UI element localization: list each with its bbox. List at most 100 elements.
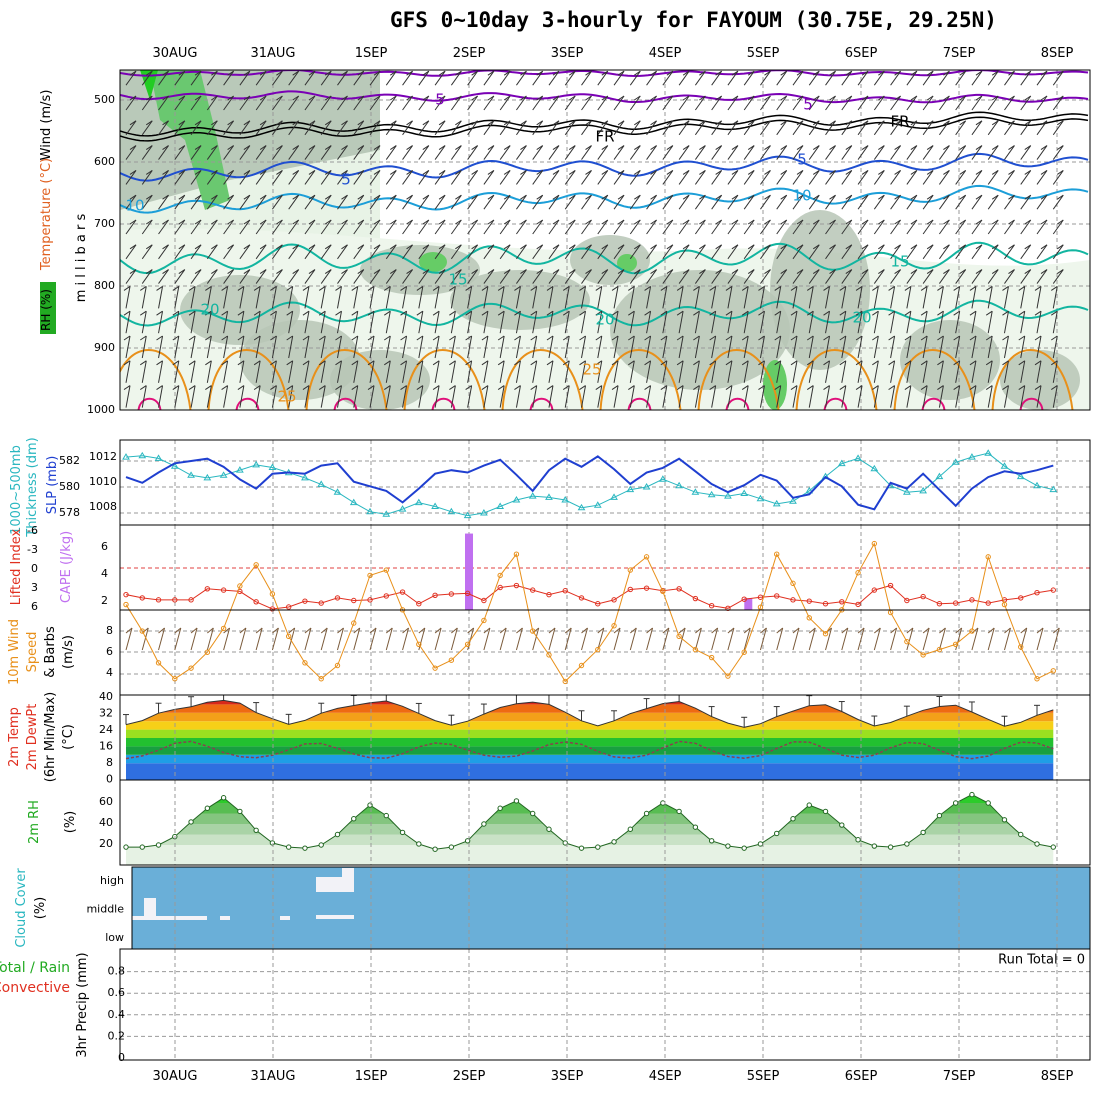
wind-barb-flag	[1008, 194, 1015, 200]
wind-speed-point	[985, 554, 991, 560]
wind-barb	[955, 194, 967, 210]
wind-barb	[678, 385, 684, 408]
wind-barb-flag	[644, 360, 651, 366]
wind-barb	[662, 360, 668, 383]
wind-barb-flag	[503, 70, 511, 76]
lifted-index-point	[774, 593, 780, 599]
wind-barb	[1003, 311, 1009, 334]
wind-barb	[792, 269, 804, 284]
wind-barb-flag	[650, 269, 657, 275]
wind-barb	[223, 120, 235, 136]
wind-barb-flag	[211, 244, 218, 250]
rh-line	[126, 794, 1054, 850]
wind-barb	[1036, 194, 1048, 210]
wind-barb-flag	[422, 269, 430, 275]
wind-barb	[1020, 95, 1032, 111]
wind-barb-flag	[585, 95, 592, 101]
wind-barb	[857, 145, 869, 160]
wind-barb-flag	[449, 335, 456, 341]
rh-point	[334, 831, 341, 838]
rh-point	[204, 805, 211, 811]
wind-barb	[125, 120, 137, 136]
wind-barb	[922, 170, 934, 185]
wind-barb-flag	[487, 120, 495, 126]
wind-barb	[825, 95, 836, 111]
wind-barb-flag	[731, 219, 739, 225]
rh-point	[1018, 831, 1024, 838]
wind-barb-flag	[878, 145, 885, 151]
wind-barb	[255, 385, 261, 408]
wind-barb	[158, 120, 169, 136]
wind-barb	[629, 120, 641, 136]
wind-barb	[320, 627, 328, 651]
wind-barb-flag	[812, 219, 820, 225]
wind-barb-flag	[276, 145, 283, 151]
thickness-point	[691, 488, 700, 495]
wind-barb-flag	[416, 285, 424, 291]
wind-barb	[467, 194, 479, 210]
wind-barb-flag	[520, 95, 527, 101]
lifted-index-point	[318, 600, 324, 606]
wind-barb-flag	[308, 120, 316, 126]
wind-barb	[564, 311, 570, 334]
wind-barb	[581, 286, 586, 309]
wind-barb-flag	[455, 244, 462, 250]
wind-barb-flag	[812, 95, 820, 101]
wind-barb	[271, 311, 277, 334]
wind-barb	[759, 360, 765, 383]
rh-point	[627, 826, 634, 832]
wind-barb	[499, 627, 507, 651]
wind-barb	[841, 120, 853, 136]
wind-barb	[418, 385, 424, 408]
wind-barb-flag	[390, 219, 397, 225]
wind-barb	[987, 194, 999, 210]
lifted-index-point	[871, 587, 878, 593]
wind-barb	[613, 70, 625, 86]
wind-barb-flag	[145, 70, 153, 76]
wind-barb	[402, 95, 413, 111]
wind-barb	[255, 145, 267, 160]
wind-barb	[646, 335, 652, 359]
wind-barb-flag	[969, 335, 977, 341]
wind-barb-flag	[1018, 285, 1026, 291]
wind-barb	[483, 335, 489, 359]
rh-band	[120, 782, 1090, 793]
wind-barb-flag	[455, 95, 462, 101]
wind-barb	[450, 286, 456, 309]
wind-barb-flag	[709, 310, 716, 316]
wind-barb	[385, 219, 397, 235]
rh-point	[139, 844, 145, 850]
wind-barb-flag	[1024, 95, 1032, 101]
wind-speed-point	[351, 620, 357, 626]
wind-barb	[808, 286, 814, 309]
wind-barb	[987, 120, 999, 136]
wind-barb-flag	[188, 385, 196, 391]
wind-speed-point	[562, 678, 568, 685]
wind-barb	[613, 219, 625, 235]
temperature-contour-25	[697, 349, 780, 410]
wind-barb-flag	[172, 360, 180, 366]
wind-barb	[825, 311, 831, 334]
wind-barb-flag	[1050, 360, 1058, 366]
wind-barb	[190, 170, 202, 185]
wind-barb-flag	[910, 269, 918, 275]
wind-barb	[532, 145, 544, 160]
wind-barb	[678, 335, 684, 359]
wind-barb-flag	[308, 169, 316, 175]
wind-barb-flag	[747, 194, 755, 200]
wind-barb	[646, 95, 657, 111]
wind-barb	[516, 70, 527, 86]
wind-barb	[1052, 120, 1064, 136]
wind-barb-flag	[1024, 219, 1032, 225]
wind-barb-flag	[725, 360, 733, 366]
rh-point	[123, 844, 129, 850]
temperature-tick-label: 40	[99, 690, 113, 703]
wind-barb	[141, 627, 149, 651]
wind-barb-flag	[920, 285, 928, 291]
wind-barb	[450, 627, 458, 651]
wind-barb	[467, 170, 479, 185]
wind-barb-flag	[806, 310, 814, 316]
wind-barb	[385, 170, 397, 185]
wind-barb-flag	[790, 335, 798, 341]
wind-barb-flag	[617, 169, 625, 175]
